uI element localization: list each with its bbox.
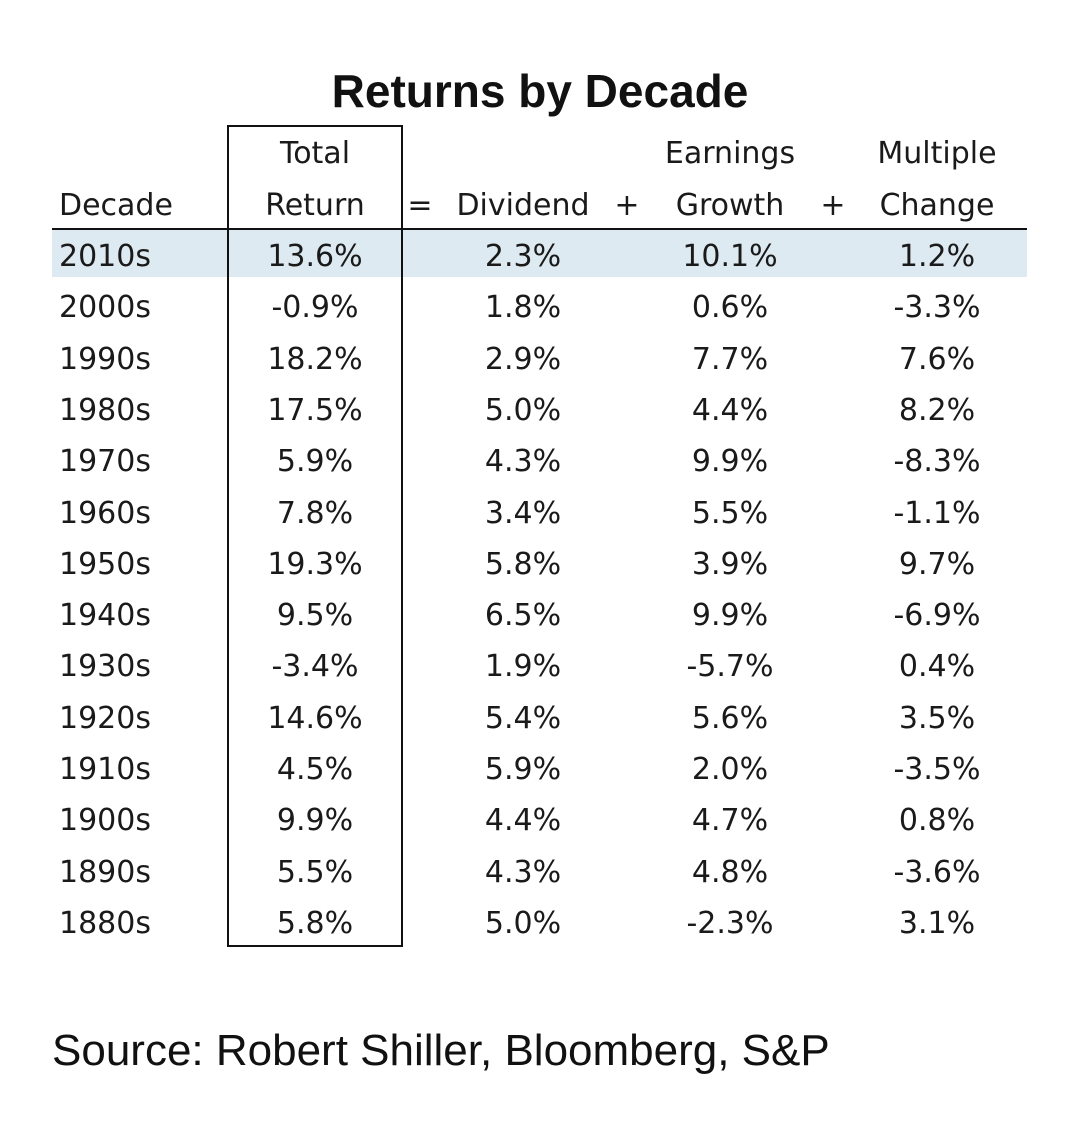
header-multiple-change-line1: Multiple — [877, 136, 997, 171]
total-return-cell: 5.5% — [276, 855, 354, 890]
header-plus-sign: + — [614, 188, 640, 223]
multiple-change-cell: 8.2% — [898, 393, 976, 428]
decade-cell: 1960s — [59, 496, 151, 531]
dividend-cell: 4.3% — [484, 444, 562, 479]
earnings-growth-cell: 5.5% — [691, 496, 769, 531]
dividend-cell: 4.4% — [484, 803, 562, 838]
earnings-growth-cell: 2.0% — [691, 752, 769, 787]
earnings-growth-cell: 4.7% — [691, 803, 769, 838]
total-return-cell: 9.9% — [276, 803, 354, 838]
earnings-growth-cell: 0.6% — [691, 290, 769, 325]
highlighted-row — [52, 229, 1027, 277]
dividend-cell: 5.9% — [484, 752, 562, 787]
multiple-change-cell: 1.2% — [898, 239, 976, 274]
multiple-change-cell: -1.1% — [893, 496, 981, 531]
total-return-cell: 14.6% — [267, 701, 363, 736]
dividend-cell: 4.3% — [484, 855, 562, 890]
multiple-change-cell: 3.5% — [898, 701, 976, 736]
total-return-cell: 18.2% — [267, 342, 363, 377]
decade-cell: 2000s — [59, 290, 151, 325]
decade-cell: 1920s — [59, 701, 151, 736]
multiple-change-cell: 0.4% — [898, 649, 976, 684]
multiple-change-cell: 7.6% — [898, 342, 976, 377]
total-return-cell: -3.4% — [271, 649, 359, 684]
earnings-growth-cell: 7.7% — [691, 342, 769, 377]
decade-cell: 1990s — [59, 342, 151, 377]
dividend-cell: 3.4% — [484, 496, 562, 531]
decade-cell: 1930s — [59, 649, 151, 684]
earnings-growth-cell: 3.9% — [691, 547, 769, 582]
dividend-cell: 5.0% — [484, 393, 562, 428]
total-return-cell: 17.5% — [267, 393, 363, 428]
multiple-change-cell: -3.5% — [893, 752, 981, 787]
earnings-growth-cell: 9.9% — [691, 598, 769, 633]
decade-cell: 1890s — [59, 855, 151, 890]
dividend-cell: 1.8% — [484, 290, 562, 325]
total-return-cell: 19.3% — [267, 547, 363, 582]
source-note: Source: Robert Shiller, Bloomberg, S&P — [52, 1026, 830, 1075]
multiple-change-cell: -3.3% — [893, 290, 981, 325]
header-earnings-growth-line2: Growth — [675, 188, 785, 223]
header-total-return-line1: Total — [279, 136, 351, 171]
header-earnings-growth-line1: Earnings — [664, 136, 796, 171]
earnings-growth-cell: 4.8% — [691, 855, 769, 890]
header-dividend: Dividend — [456, 188, 590, 223]
decade-cell: 1970s — [59, 444, 151, 479]
dividend-cell: 5.8% — [484, 547, 562, 582]
header-multiple-change-line2: Change — [879, 188, 995, 223]
multiple-change-cell: 0.8% — [898, 803, 976, 838]
multiple-change-cell: -3.6% — [893, 855, 981, 890]
dividend-cell: 6.5% — [484, 598, 562, 633]
dividend-cell: 2.3% — [484, 239, 562, 274]
dividend-cell: 1.9% — [484, 649, 562, 684]
earnings-growth-cell: -2.3% — [686, 906, 774, 941]
header-total-return-line2: Return — [265, 188, 365, 223]
total-return-cell: 9.5% — [276, 598, 354, 633]
earnings-growth-cell: -5.7% — [686, 649, 774, 684]
header-equals-sign: = — [407, 188, 433, 223]
decade-cell: 1940s — [59, 598, 151, 633]
earnings-growth-cell: 4.4% — [691, 393, 769, 428]
decade-cell: 1950s — [59, 547, 151, 582]
earnings-growth-cell: 10.1% — [682, 239, 778, 274]
total-return-cell: 5.9% — [276, 444, 354, 479]
header-plus-sign: + — [820, 188, 846, 223]
multiple-change-cell: 9.7% — [898, 547, 976, 582]
total-return-cell: -0.9% — [271, 290, 359, 325]
dividend-cell: 2.9% — [484, 342, 562, 377]
total-return-cell: 4.5% — [276, 752, 354, 787]
dividend-cell: 5.4% — [484, 701, 562, 736]
total-return-cell: 5.8% — [276, 906, 354, 941]
decade-cell: 1910s — [59, 752, 151, 787]
total-return-cell: 13.6% — [267, 239, 363, 274]
decade-cell: 2010s — [59, 239, 151, 274]
total-return-box — [227, 125, 403, 947]
decade-cell: 1880s — [59, 906, 151, 941]
multiple-change-cell: -8.3% — [893, 444, 981, 479]
dividend-cell: 5.0% — [484, 906, 562, 941]
decade-cell: 1900s — [59, 803, 151, 838]
multiple-change-cell: 3.1% — [898, 906, 976, 941]
total-return-cell: 7.8% — [276, 496, 354, 531]
earnings-growth-cell: 9.9% — [691, 444, 769, 479]
header-divider — [52, 228, 1027, 230]
chart-title: Returns by Decade — [331, 65, 749, 117]
header-decade: Decade — [59, 188, 173, 223]
earnings-growth-cell: 5.6% — [691, 701, 769, 736]
decade-cell: 1980s — [59, 393, 151, 428]
multiple-change-cell: -6.9% — [893, 598, 981, 633]
